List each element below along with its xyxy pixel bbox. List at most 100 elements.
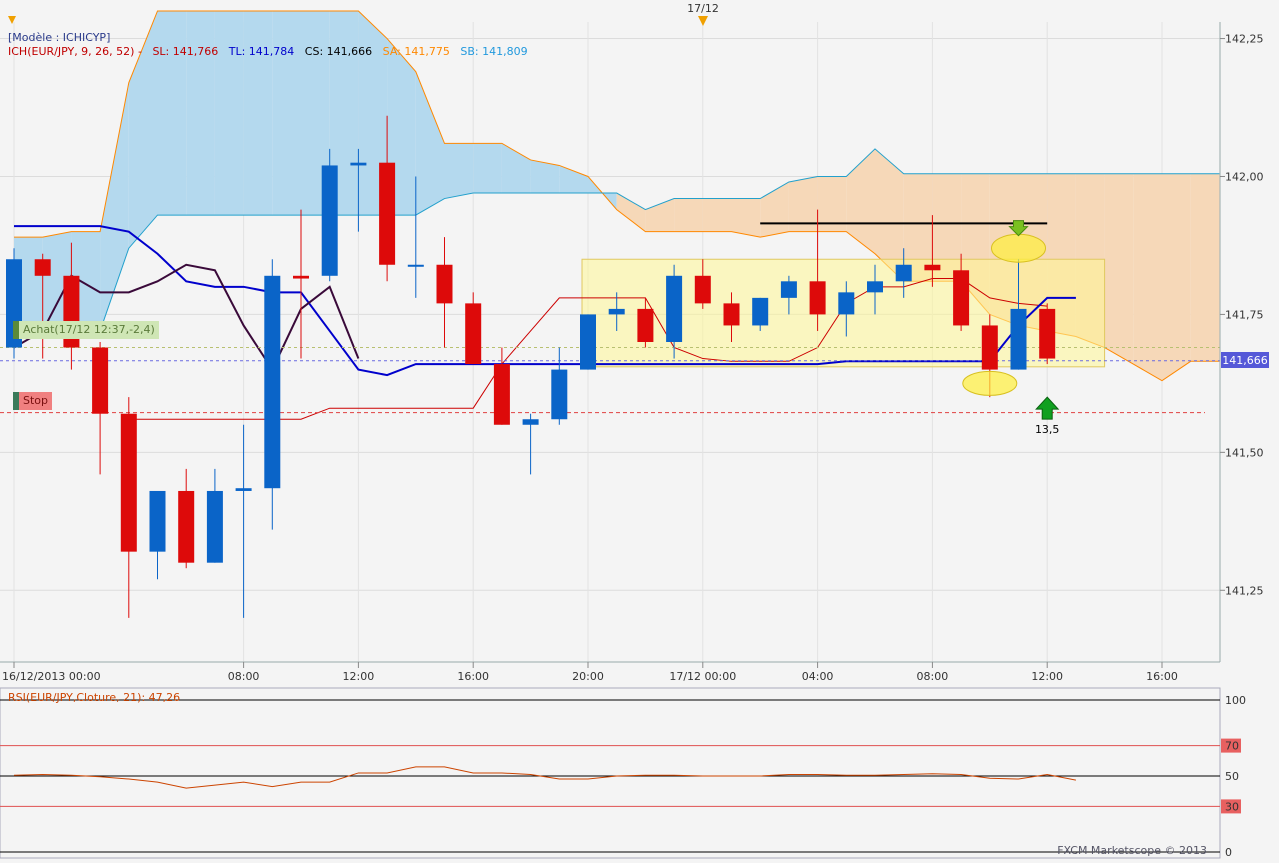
cloud-segment [1190, 173, 1220, 362]
cloud-segment [301, 10, 330, 216]
highlight-ellipse-bottom [962, 370, 1018, 396]
candle [895, 248, 912, 298]
cloud-segment [1133, 173, 1162, 381]
candle [6, 248, 22, 359]
candle-body [264, 275, 281, 489]
candle [723, 292, 740, 342]
cloud-segment [674, 198, 703, 232]
kijun-sen-line [128, 278, 1048, 420]
cloud-segment [731, 198, 761, 238]
cloud-segment [817, 176, 847, 232]
candle [407, 176, 424, 298]
cloud-segment [501, 143, 531, 194]
cloud-segment [846, 148, 875, 254]
candle-body [551, 369, 568, 420]
rsi-tick-label: 70 [1225, 740, 1239, 753]
candle [92, 342, 109, 475]
time-tick-label: 08:00 [917, 670, 949, 683]
cloud-segment [530, 159, 560, 194]
candle-body [895, 264, 912, 282]
candle [321, 148, 338, 282]
candle-body [149, 490, 166, 552]
candle-body [235, 488, 252, 491]
candle-body [666, 275, 683, 342]
up-arrow-icon [1035, 396, 1060, 420]
candle-body [867, 281, 883, 293]
candle [580, 314, 596, 370]
cloud-segment [932, 173, 962, 282]
rsi-tick-label: 30 [1225, 800, 1239, 813]
candle-body [637, 308, 654, 342]
price-tick-label: 142,00 [1225, 170, 1264, 183]
rsi-line [13, 766, 1076, 789]
price-axis[interactable]: 142,25 142,00 141,75 141,50 141,25 [1220, 33, 1264, 598]
price-tick-label: 141,50 [1225, 446, 1264, 459]
candle [379, 115, 396, 282]
candle-body [465, 303, 482, 365]
tenkan-sen-line [14, 225, 1076, 377]
time-axis[interactable]: 16/12/2013 00:00 08:00 12:00 16:00 20:00 17/1… [2, 662, 1178, 683]
cloud-segment [875, 148, 904, 282]
candle [752, 297, 769, 331]
candle-body [981, 325, 998, 370]
candle-body [350, 162, 367, 166]
time-tick-label: 12:00 [343, 670, 375, 683]
candle [953, 253, 970, 331]
rsi-series[interactable] [0, 699, 1220, 853]
current-price-value: 141,666 [1222, 354, 1268, 367]
down-arrow-icon [1008, 220, 1029, 237]
candle [1010, 259, 1027, 370]
candle [465, 292, 482, 365]
date-marker-icon [698, 16, 708, 26]
candle-body [293, 275, 309, 279]
candle-body [120, 413, 137, 552]
cloud-segment [903, 173, 933, 282]
candle-body [522, 419, 539, 425]
price-tick-label: 142,25 [1225, 33, 1264, 46]
rsi-axis: 100 70 50 30 0 [1221, 694, 1246, 859]
cloud-segment [128, 10, 158, 249]
cloud-segment [1162, 173, 1191, 381]
candle-body [1039, 308, 1056, 359]
candle-body [321, 165, 338, 276]
candle [867, 264, 883, 315]
buy-order-label[interactable]: Achat(17/12 12:37,-2,4) [13, 321, 159, 339]
rsi-level-tag [1221, 738, 1241, 753]
cloud-segment [702, 198, 732, 232]
cloud-segment [272, 10, 301, 216]
candle-body [780, 281, 797, 298]
sa-value: SA: 141,775 [382, 45, 450, 58]
price-tick-label: 141,25 [1225, 584, 1264, 597]
candle-body [436, 264, 453, 304]
left-date-marker-icon [8, 16, 16, 24]
candle [206, 468, 223, 563]
candle [666, 264, 683, 359]
rsi-tick-label: 50 [1225, 770, 1239, 783]
chart-annotations: 13,5 [962, 220, 1060, 436]
candle-body [580, 314, 596, 370]
cloud-segment [186, 10, 215, 216]
time-tick-label: 16/12/2013 00:00 [2, 670, 101, 683]
candle-body [379, 162, 396, 265]
candle-body [752, 297, 769, 326]
candle [522, 413, 539, 475]
tl-value: TL: 141,784 [228, 45, 295, 58]
candle-body [809, 281, 826, 315]
time-tick-label: 04:00 [802, 670, 834, 683]
candle [149, 490, 166, 580]
time-tick-label: 20:00 [572, 670, 604, 683]
model-label: [Modèle : ICHICYP] [8, 31, 111, 44]
time-tick-label: 16:00 [1146, 670, 1178, 683]
cloud-segment [415, 71, 445, 216]
time-tick-label: 16:00 [457, 670, 489, 683]
candle [551, 347, 568, 425]
cloud-segment [214, 10, 244, 216]
candle [493, 347, 510, 425]
rsi-tick-label: 0 [1225, 846, 1232, 859]
candle-body [92, 347, 109, 414]
candle-body [608, 308, 625, 315]
stop-order-label[interactable]: Stop [13, 392, 53, 410]
candle-body [924, 264, 941, 271]
